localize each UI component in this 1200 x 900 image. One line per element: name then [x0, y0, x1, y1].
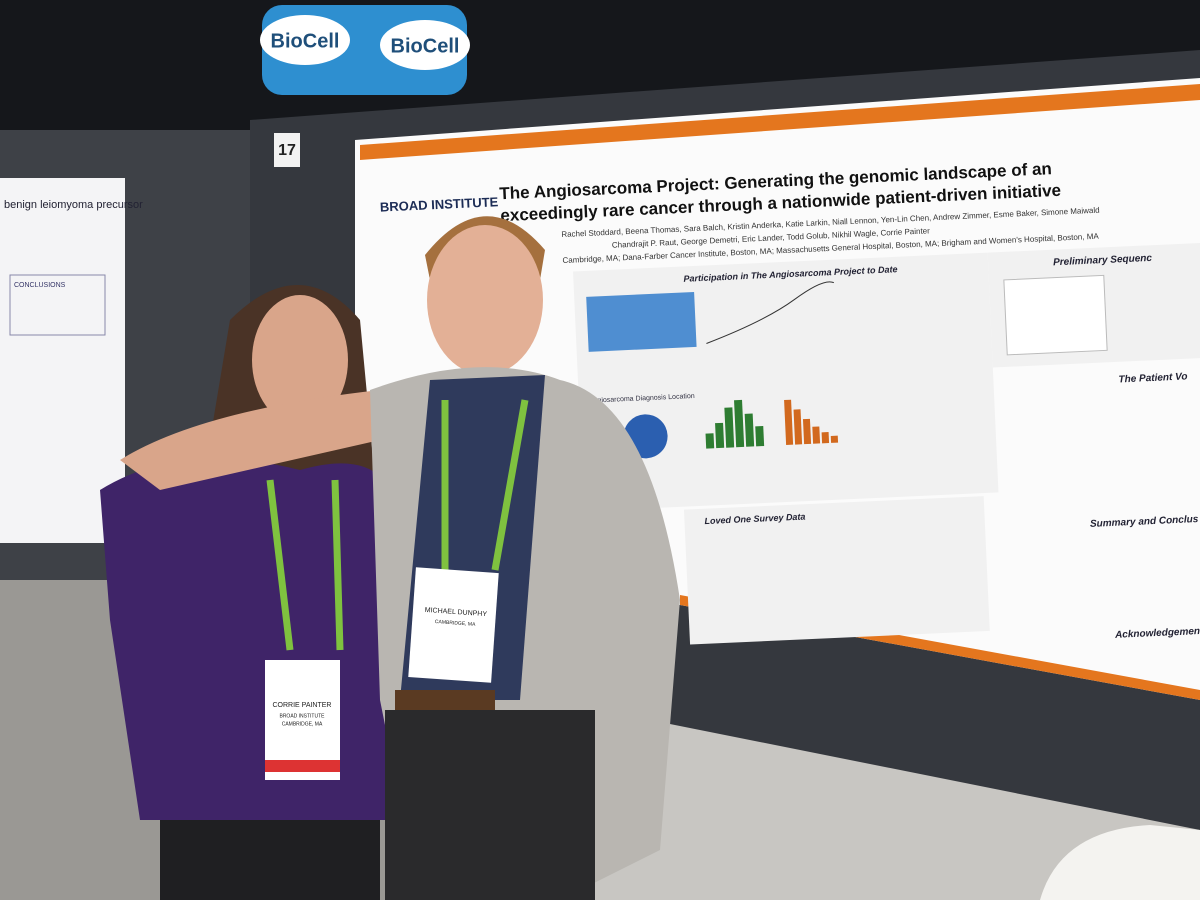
badge	[408, 567, 499, 683]
booth-sign: BioCell BioCell	[260, 5, 470, 95]
face	[427, 225, 543, 375]
badge-city: CAMBRIDGE, MA	[282, 721, 323, 727]
left-poster-title: benign leiomyoma precursor	[4, 199, 143, 211]
sign-badge	[260, 15, 350, 65]
trousers	[160, 820, 380, 900]
left-poster-heading: CONCLUSIONS	[14, 282, 66, 289]
lanyard	[266, 479, 344, 651]
map-image	[586, 291, 697, 352]
chair	[1040, 825, 1200, 900]
belt	[395, 690, 495, 710]
top	[100, 458, 390, 820]
poster-content: BROAD INSTITUTE The Angiosarcoma Project…	[380, 159, 1200, 645]
sign-text: BioCell	[271, 30, 340, 52]
poster-logo: BROAD INSTITUTE	[380, 194, 499, 214]
lanyard	[441, 399, 529, 571]
section-heading: Preliminary Sequenc	[1053, 253, 1153, 268]
board-number: 17	[278, 142, 296, 159]
badge-city: CAMBRIDGE, MA	[435, 619, 477, 628]
heatmap	[1003, 274, 1108, 356]
badge-name: CORRIE PAINTER	[273, 702, 332, 709]
histogram	[705, 399, 765, 449]
section-heading: Loved One Survey Data	[704, 512, 805, 527]
section-heading: Summary and Conclus	[1090, 514, 1199, 530]
badge-org: BROAD INSTITUTE	[279, 713, 325, 719]
badge-stripe	[265, 760, 340, 772]
arm	[120, 390, 380, 490]
poster-top-band	[360, 84, 1200, 160]
section-heading: Acknowledgements	[1114, 626, 1200, 641]
curve	[706, 281, 835, 344]
badge-name: MICHAEL DUNPHY	[425, 607, 488, 618]
sign-text: BioCell	[391, 35, 460, 57]
face	[252, 295, 348, 425]
floor-light	[560, 700, 1200, 900]
section-heading: The Patient Vo	[1118, 371, 1188, 385]
histogram	[784, 399, 839, 445]
left-poster	[0, 178, 125, 543]
trousers	[385, 710, 595, 900]
left-box	[9, 274, 106, 336]
panel	[683, 496, 990, 645]
sign-badge	[380, 20, 470, 70]
board-number-card	[274, 133, 300, 167]
section-heading: Angiosarcoma Diagnosis Location	[589, 393, 695, 405]
person-right: MICHAEL DUNPHY CAMBRIDGE, MA	[120, 216, 680, 900]
